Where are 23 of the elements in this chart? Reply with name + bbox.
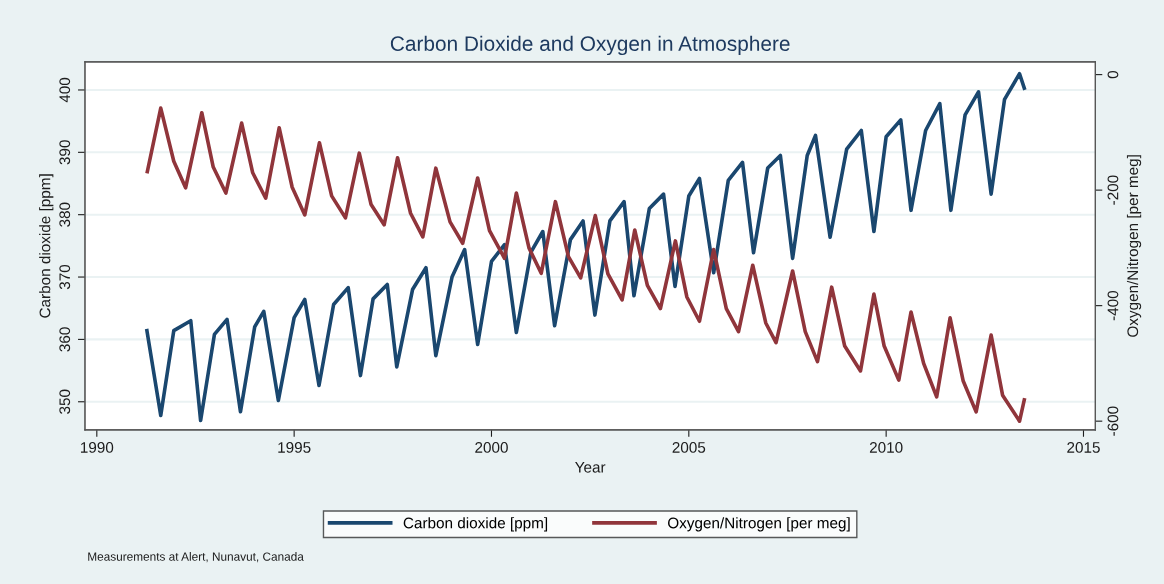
- y-axis-title: Carbon dioxide [ppm]: [39, 174, 54, 318]
- y2-tick-label: 0: [1107, 70, 1119, 79]
- legend-label: Carbon dioxide [ppm]: [403, 517, 548, 532]
- y2-tick-label: -200: [1107, 175, 1119, 205]
- y-tick-label: 390: [59, 140, 71, 165]
- y-tick-label: 380: [59, 202, 71, 227]
- y-tick-label: 400: [59, 77, 71, 103]
- y-tick-label: 360: [59, 327, 71, 352]
- text: Measurements at Alert, Nunavut, Canada: [88, 552, 304, 563]
- chart-title: Carbon Dioxide and Oxygen in Atmosphere: [390, 35, 790, 56]
- x-axis-title: Year: [575, 461, 606, 473]
- x-tick-label: 2015: [1067, 442, 1100, 453]
- x-tick-label: 2000: [475, 442, 508, 453]
- y2-axis-title: Oxygen/Nitrogen [per meg]: [1126, 155, 1142, 337]
- y-tick-label: 370: [59, 264, 71, 290]
- y2-tick-label: -600: [1107, 406, 1119, 436]
- x-tick-label: 1995: [278, 442, 311, 453]
- x-tick-label: 2010: [869, 442, 903, 453]
- y2-tick-label: -400: [1107, 290, 1119, 321]
- x-tick-label: 2005: [672, 442, 706, 453]
- y-tick-label: 350: [59, 389, 71, 414]
- x-tick-label: 1990: [80, 442, 114, 453]
- legend-label: Oxygen/Nitrogen [per meg]: [668, 517, 850, 532]
